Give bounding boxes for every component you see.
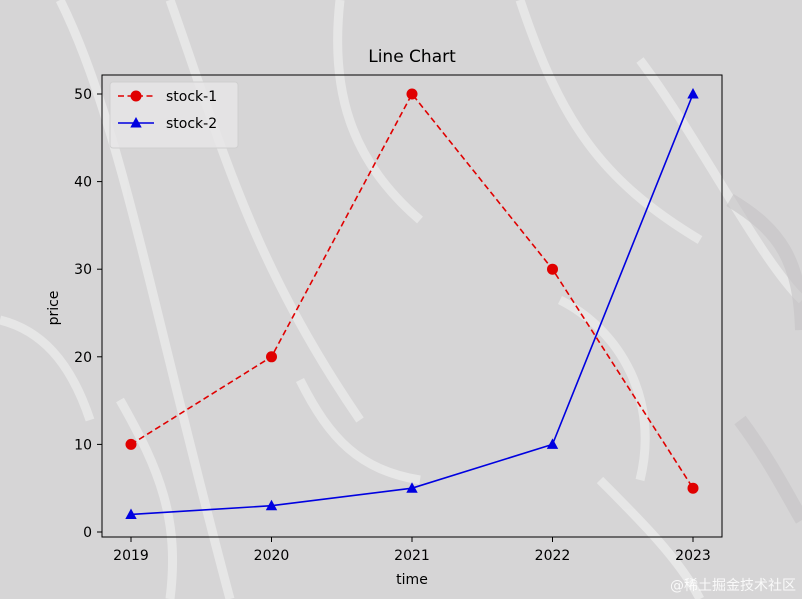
series-stock-1 <box>125 88 699 494</box>
x-tick-label: 2021 <box>394 548 430 564</box>
chart-title: Line Chart <box>368 47 456 67</box>
series-stock-2 <box>125 88 699 519</box>
y-axis: 0 10 20 30 40 50 <box>74 87 102 541</box>
y-axis-label: price <box>46 291 62 326</box>
series-line-stock-2 <box>130 93 694 516</box>
legend-swatch-marker <box>130 117 142 128</box>
x-axis: 2019 2020 2021 2022 2023 <box>113 537 711 564</box>
data-point <box>547 263 558 275</box>
y-tick-label: 10 <box>74 437 92 453</box>
y-tick-label: 40 <box>74 175 92 191</box>
y-tick-label: 0 <box>83 525 92 541</box>
x-tick-label: 2019 <box>113 548 149 564</box>
data-point <box>406 482 418 493</box>
data-point <box>125 508 137 519</box>
legend-entry-label: stock-2 <box>166 116 217 132</box>
x-tick-label: 2023 <box>675 548 711 564</box>
legend: stock-1 stock-2 <box>109 81 239 149</box>
x-tick-label: 2022 <box>535 548 571 564</box>
y-tick-label: 20 <box>74 350 92 366</box>
legend-swatch-marker <box>130 90 142 102</box>
legend-box <box>109 81 239 149</box>
data-point <box>265 499 278 511</box>
data-point <box>687 482 699 494</box>
x-axis-label: time <box>396 572 428 588</box>
y-tick-label: 30 <box>74 262 92 278</box>
data-point <box>406 88 418 100</box>
data-point <box>546 438 559 449</box>
series-layer <box>125 88 699 519</box>
y-tick-label: 50 <box>74 87 92 103</box>
series-line-stock-1 <box>130 92 694 489</box>
data-point <box>687 88 699 99</box>
x-tick-label: 2020 <box>254 548 290 564</box>
data-point <box>266 351 277 363</box>
watermark-text: @稀土掘金技术社区 <box>670 578 796 594</box>
legend-entry-label: stock-1 <box>166 89 217 105</box>
data-point <box>125 438 137 450</box>
